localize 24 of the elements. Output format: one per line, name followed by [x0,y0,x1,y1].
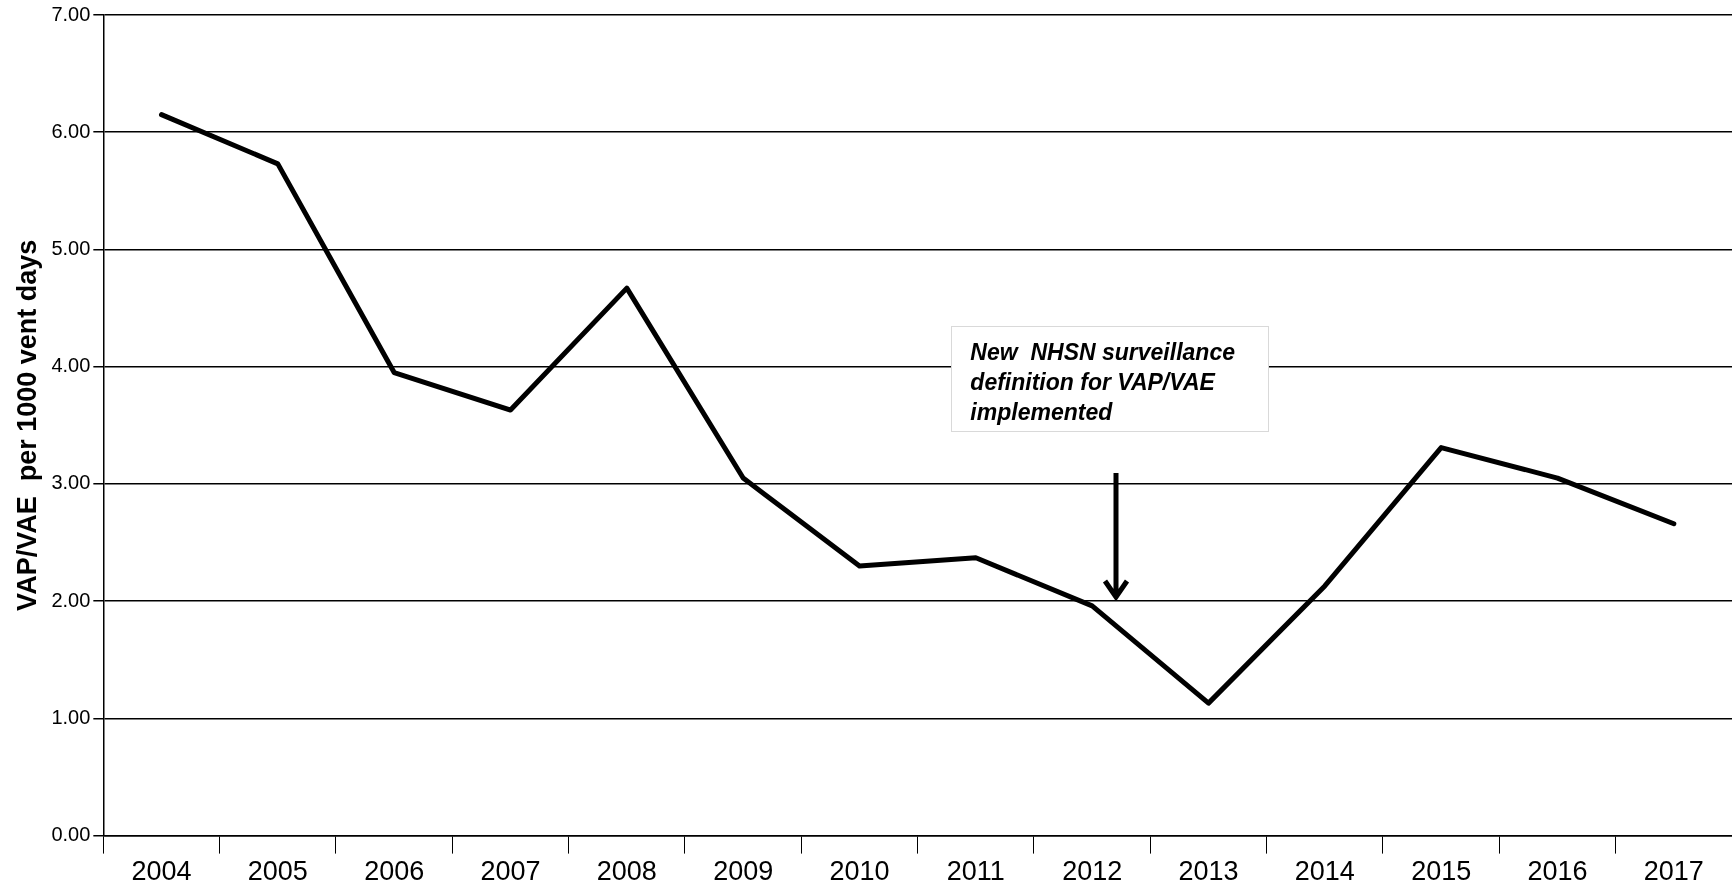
x-tick-label: 2004 [131,856,192,887]
y-tick-label: 0.00 [51,823,91,846]
y-tick-label: 1.00 [51,705,91,728]
x-tick-label: 2010 [829,856,890,887]
y-tick-label: 5.00 [51,236,91,259]
x-tick-label: 2007 [480,856,541,887]
y-tick-label: 7.00 [51,2,91,25]
y-tick-label: 4.00 [51,354,91,377]
x-tick-label: 2005 [247,856,308,887]
x-tick-label: 2016 [1527,856,1588,887]
x-tick-label: 2008 [596,856,657,887]
x-tick-label: 2012 [1062,856,1123,887]
x-tick-label: 2009 [713,856,774,887]
x-tick-label: 2015 [1411,856,1472,887]
x-tick-label: 2013 [1178,856,1239,887]
y-tick-label: 3.00 [51,471,91,494]
x-tick-label: 2006 [364,856,425,887]
y-tick-label: 2.00 [51,588,91,611]
annotation: New NHSN surveillance definition for VAP/VAE implemented [951,325,1270,432]
x-tick-label: 2017 [1643,856,1704,887]
y-axis-title: VAP/VAE per 1000 vent days [11,239,42,611]
x-tick-label: 2011 [946,856,1005,887]
x-tick-label: 2014 [1294,856,1355,887]
y-tick-label: 6.00 [51,119,91,142]
